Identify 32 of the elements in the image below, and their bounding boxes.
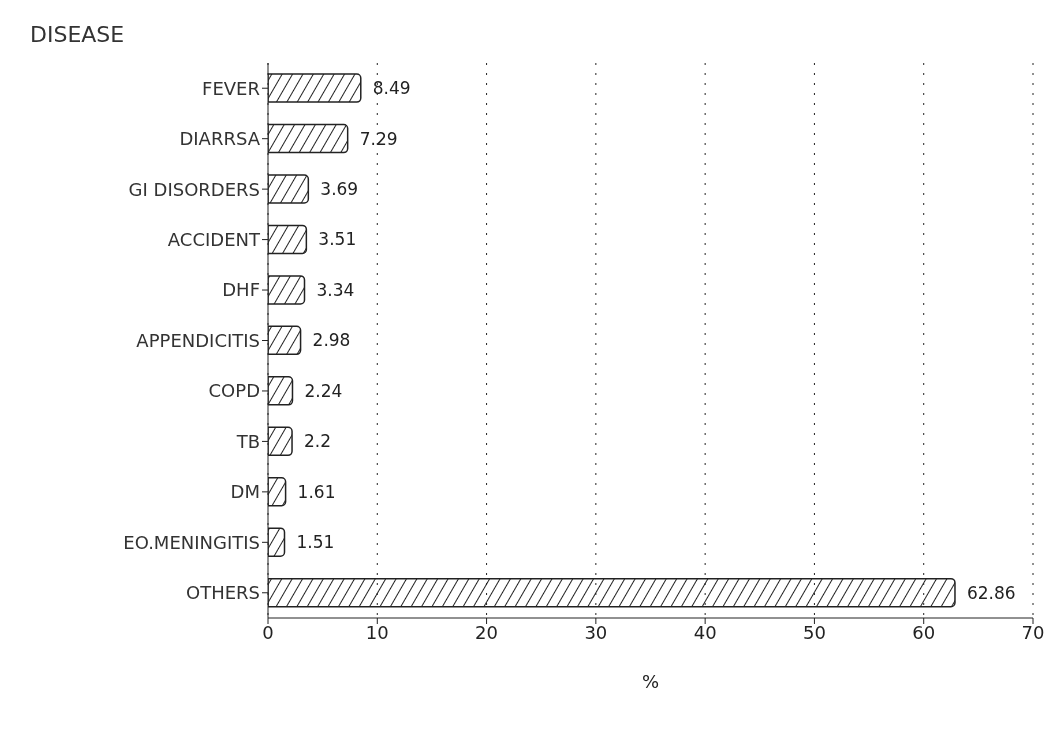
x-tick-label: 20 (475, 621, 499, 643)
data-label: 3.34 (316, 279, 355, 300)
x-tick-label: 60 (912, 621, 936, 643)
data-label: 2.2 (304, 431, 332, 452)
x-tick-label: 30 (584, 621, 608, 643)
x-tick-label: 50 (802, 621, 826, 643)
data-label: 3.69 (320, 179, 359, 200)
data-label: 1.51 (296, 532, 335, 553)
data-label: 2.24 (304, 380, 343, 401)
data-label: 62.86 (966, 582, 1016, 603)
y-tick-label: EO.MENINGITIS (123, 531, 260, 553)
y-tick-label: APPENDICITIS (136, 329, 260, 351)
x-tick-label: 0 (262, 621, 274, 643)
x-tick-label: 70 (1021, 621, 1045, 643)
data-label: 8.49 (372, 78, 411, 99)
y-tick-label: GI DISORDERS (128, 178, 260, 200)
y-tick-label: DHF (222, 279, 260, 301)
x-axis-title: % (641, 671, 660, 692)
y-tick-label: FEVER (202, 77, 260, 99)
x-tick-label: 40 (693, 621, 717, 643)
y-tick-label: OTHERS (185, 582, 260, 604)
y-tick-label: DIARRSA (179, 128, 261, 150)
y-tick-label: COPD (208, 380, 260, 402)
data-label: 1.61 (297, 481, 336, 502)
y-tick-label: DM (230, 481, 260, 503)
y-axis-title: DISEASE (30, 22, 125, 47)
data-label: 3.51 (318, 229, 357, 250)
data-label: 7.29 (359, 128, 398, 149)
data-label: 2.98 (312, 330, 351, 351)
y-tick-label: TB (235, 430, 260, 452)
y-tick-label: ACCIDENT (167, 228, 261, 250)
x-tick-label: 10 (365, 621, 389, 643)
